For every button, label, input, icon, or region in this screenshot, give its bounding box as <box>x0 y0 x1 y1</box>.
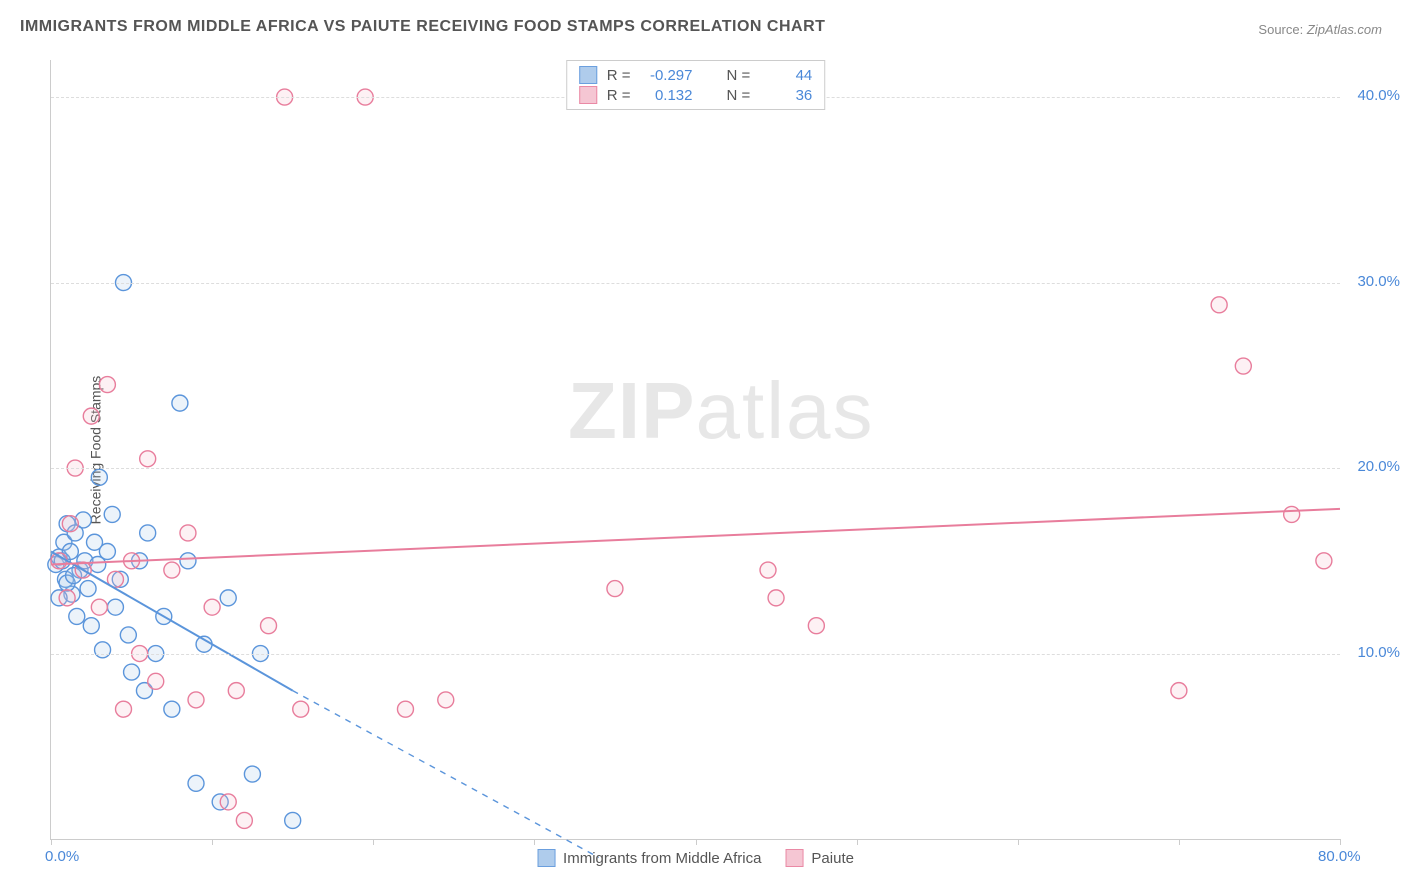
data-point <box>83 618 99 634</box>
data-point <box>1171 683 1187 699</box>
data-point <box>120 627 136 643</box>
legend-label-0: Immigrants from Middle Africa <box>563 850 761 867</box>
swatch-series-1 <box>579 86 597 104</box>
r-value-0: -0.297 <box>641 67 693 84</box>
swatch-series-0-b <box>537 849 555 867</box>
y-tick-label: 40.0% <box>1357 87 1400 104</box>
data-point <box>180 525 196 541</box>
x-tick-label: 0.0% <box>45 848 79 865</box>
swatch-series-1-b <box>785 849 803 867</box>
data-point <box>1211 297 1227 313</box>
regression-line-extrapolated <box>293 691 599 858</box>
data-point <box>293 701 309 717</box>
data-point <box>236 812 252 828</box>
x-tick <box>857 839 858 845</box>
data-point <box>760 562 776 578</box>
source-attribution: Source: ZipAtlas.com <box>1258 22 1382 37</box>
gridline <box>51 654 1340 655</box>
data-point <box>83 408 99 424</box>
data-point <box>204 599 220 615</box>
x-tick <box>1018 839 1019 845</box>
data-point <box>188 692 204 708</box>
plot-area: Receiving Food Stamps ZIPatlas R = -0.29… <box>50 60 1340 840</box>
x-tick-label: 80.0% <box>1318 848 1361 865</box>
data-point <box>140 525 156 541</box>
data-point <box>140 451 156 467</box>
legend-label-1: Paiute <box>811 850 854 867</box>
data-point <box>220 590 236 606</box>
data-point <box>124 664 140 680</box>
data-point <box>107 599 123 615</box>
data-point <box>261 618 277 634</box>
legend-stats-row: R = -0.297 N = 44 <box>579 65 813 85</box>
data-point <box>1316 553 1332 569</box>
source-name: ZipAtlas.com <box>1307 22 1382 37</box>
data-point <box>95 642 111 658</box>
legend-bottom: Immigrants from Middle Africa Paiute <box>537 849 854 867</box>
data-point <box>397 701 413 717</box>
data-point <box>220 794 236 810</box>
data-point <box>69 608 85 624</box>
n-value-0: 44 <box>760 67 812 84</box>
chart-title: IMMIGRANTS FROM MIDDLE AFRICA VS PAIUTE … <box>20 18 825 36</box>
y-tick-label: 20.0% <box>1357 458 1400 475</box>
x-tick <box>51 839 52 845</box>
data-point <box>148 673 164 689</box>
r-label: R = <box>607 67 631 84</box>
n-value-1: 36 <box>760 87 812 104</box>
regression-line <box>51 509 1340 565</box>
n-label: N = <box>727 87 751 104</box>
data-point <box>244 766 260 782</box>
x-tick <box>1179 839 1180 845</box>
n-label: N = <box>727 67 751 84</box>
data-point <box>1284 506 1300 522</box>
data-point <box>228 683 244 699</box>
data-point <box>1235 358 1251 374</box>
data-point <box>607 581 623 597</box>
data-point <box>99 377 115 393</box>
data-point <box>62 516 78 532</box>
x-tick <box>373 839 374 845</box>
x-tick <box>212 839 213 845</box>
source-label: Source: <box>1258 22 1303 37</box>
data-point <box>116 701 132 717</box>
x-tick <box>534 839 535 845</box>
chart-svg <box>51 60 1340 839</box>
data-point <box>438 692 454 708</box>
data-point <box>59 590 75 606</box>
data-point <box>164 701 180 717</box>
legend-item: Paiute <box>785 849 854 867</box>
data-point <box>172 395 188 411</box>
data-point <box>91 599 107 615</box>
data-point <box>91 469 107 485</box>
r-label: R = <box>607 87 631 104</box>
legend-item: Immigrants from Middle Africa <box>537 849 761 867</box>
x-tick <box>696 839 697 845</box>
data-point <box>104 506 120 522</box>
data-point <box>99 544 115 560</box>
swatch-series-0 <box>579 66 597 84</box>
y-tick-label: 10.0% <box>1357 644 1400 661</box>
data-point <box>285 812 301 828</box>
data-point <box>164 562 180 578</box>
r-value-1: 0.132 <box>641 87 693 104</box>
data-point <box>808 618 824 634</box>
data-point <box>768 590 784 606</box>
legend-stats: R = -0.297 N = 44 R = 0.132 N = 36 <box>566 60 826 110</box>
y-tick-label: 30.0% <box>1357 273 1400 290</box>
data-point <box>80 581 96 597</box>
legend-stats-row: R = 0.132 N = 36 <box>579 85 813 105</box>
data-point <box>188 775 204 791</box>
x-tick <box>1340 839 1341 845</box>
gridline <box>51 468 1340 469</box>
gridline <box>51 283 1340 284</box>
data-point <box>180 553 196 569</box>
